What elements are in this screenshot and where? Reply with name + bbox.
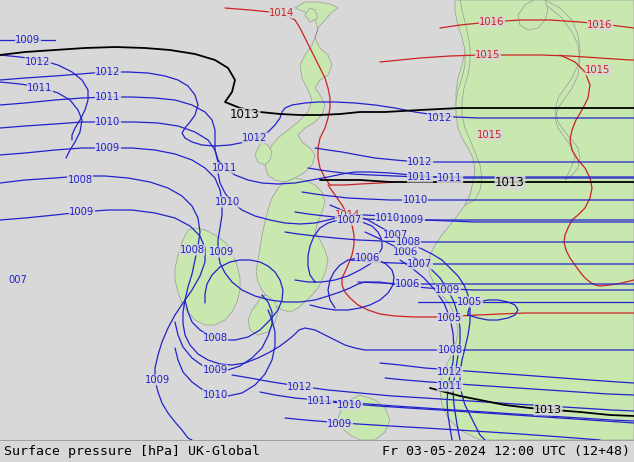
Text: 1012: 1012 (25, 57, 51, 67)
Text: 1010: 1010 (403, 195, 427, 205)
Text: 1016: 1016 (587, 20, 612, 30)
Text: 1005: 1005 (457, 297, 482, 307)
Text: 1011: 1011 (27, 83, 53, 93)
Text: 1010: 1010 (216, 197, 241, 207)
Text: 1009: 1009 (69, 207, 94, 217)
Text: 1008: 1008 (396, 237, 420, 247)
Text: 1007: 1007 (408, 259, 432, 269)
Polygon shape (428, 0, 634, 440)
Text: 1016: 1016 (479, 17, 505, 27)
Text: 1013: 1013 (230, 109, 260, 122)
Polygon shape (518, 0, 548, 30)
Text: 1012: 1012 (407, 157, 432, 167)
Text: 1013: 1013 (534, 405, 562, 415)
Text: 1012: 1012 (242, 133, 268, 143)
Text: 1010: 1010 (337, 400, 363, 410)
Polygon shape (455, 0, 482, 205)
Text: 1010: 1010 (375, 213, 401, 223)
Text: 1009: 1009 (327, 419, 353, 429)
Text: 007: 007 (9, 275, 27, 285)
Text: 1009: 1009 (399, 215, 425, 225)
Text: 1010: 1010 (202, 390, 228, 400)
Text: 1006: 1006 (392, 247, 418, 257)
Text: 1009: 1009 (145, 375, 171, 385)
Text: 1014: 1014 (269, 8, 295, 18)
Text: 1009: 1009 (202, 365, 228, 375)
Text: Surface pressure [hPa] UK-Global: Surface pressure [hPa] UK-Global (4, 444, 260, 457)
Polygon shape (534, 0, 580, 180)
Text: 1007: 1007 (337, 215, 363, 225)
Text: 1009: 1009 (95, 143, 120, 153)
Polygon shape (255, 142, 272, 165)
Text: 1013: 1013 (495, 176, 525, 189)
Polygon shape (256, 178, 328, 312)
Text: 1015: 1015 (477, 130, 503, 140)
Text: 1012: 1012 (437, 367, 463, 377)
Polygon shape (248, 295, 278, 335)
Text: 1009: 1009 (436, 285, 461, 295)
Text: 1010: 1010 (95, 117, 120, 127)
Text: 1011: 1011 (437, 173, 463, 183)
Text: 1008: 1008 (202, 333, 228, 343)
Text: 1006: 1006 (396, 279, 420, 289)
Text: 1005: 1005 (437, 313, 463, 323)
Text: 1006: 1006 (356, 253, 380, 263)
Text: 1011: 1011 (95, 92, 120, 102)
Text: 1012: 1012 (427, 113, 453, 123)
Polygon shape (338, 395, 390, 440)
Text: 1008: 1008 (179, 245, 205, 255)
Text: 1012: 1012 (287, 382, 313, 392)
Text: 1015: 1015 (585, 65, 611, 75)
Text: 1011: 1011 (407, 172, 432, 182)
Text: 1015: 1015 (476, 50, 501, 60)
Text: Fr 03-05-2024 12:00 UTC (12+48): Fr 03-05-2024 12:00 UTC (12+48) (382, 444, 630, 457)
Polygon shape (265, 2, 338, 182)
Text: 1012: 1012 (95, 67, 120, 77)
Text: 1007: 1007 (382, 230, 408, 240)
Polygon shape (175, 228, 240, 325)
Text: 1011: 1011 (307, 396, 333, 406)
Text: 1009: 1009 (15, 35, 41, 45)
Polygon shape (305, 8, 318, 22)
Text: 1008: 1008 (437, 345, 463, 355)
Text: 1009: 1009 (209, 247, 235, 257)
Text: 1014: 1014 (335, 210, 361, 220)
Text: 1011: 1011 (212, 163, 238, 173)
Text: 1011: 1011 (437, 381, 463, 391)
Text: 1008: 1008 (67, 175, 93, 185)
